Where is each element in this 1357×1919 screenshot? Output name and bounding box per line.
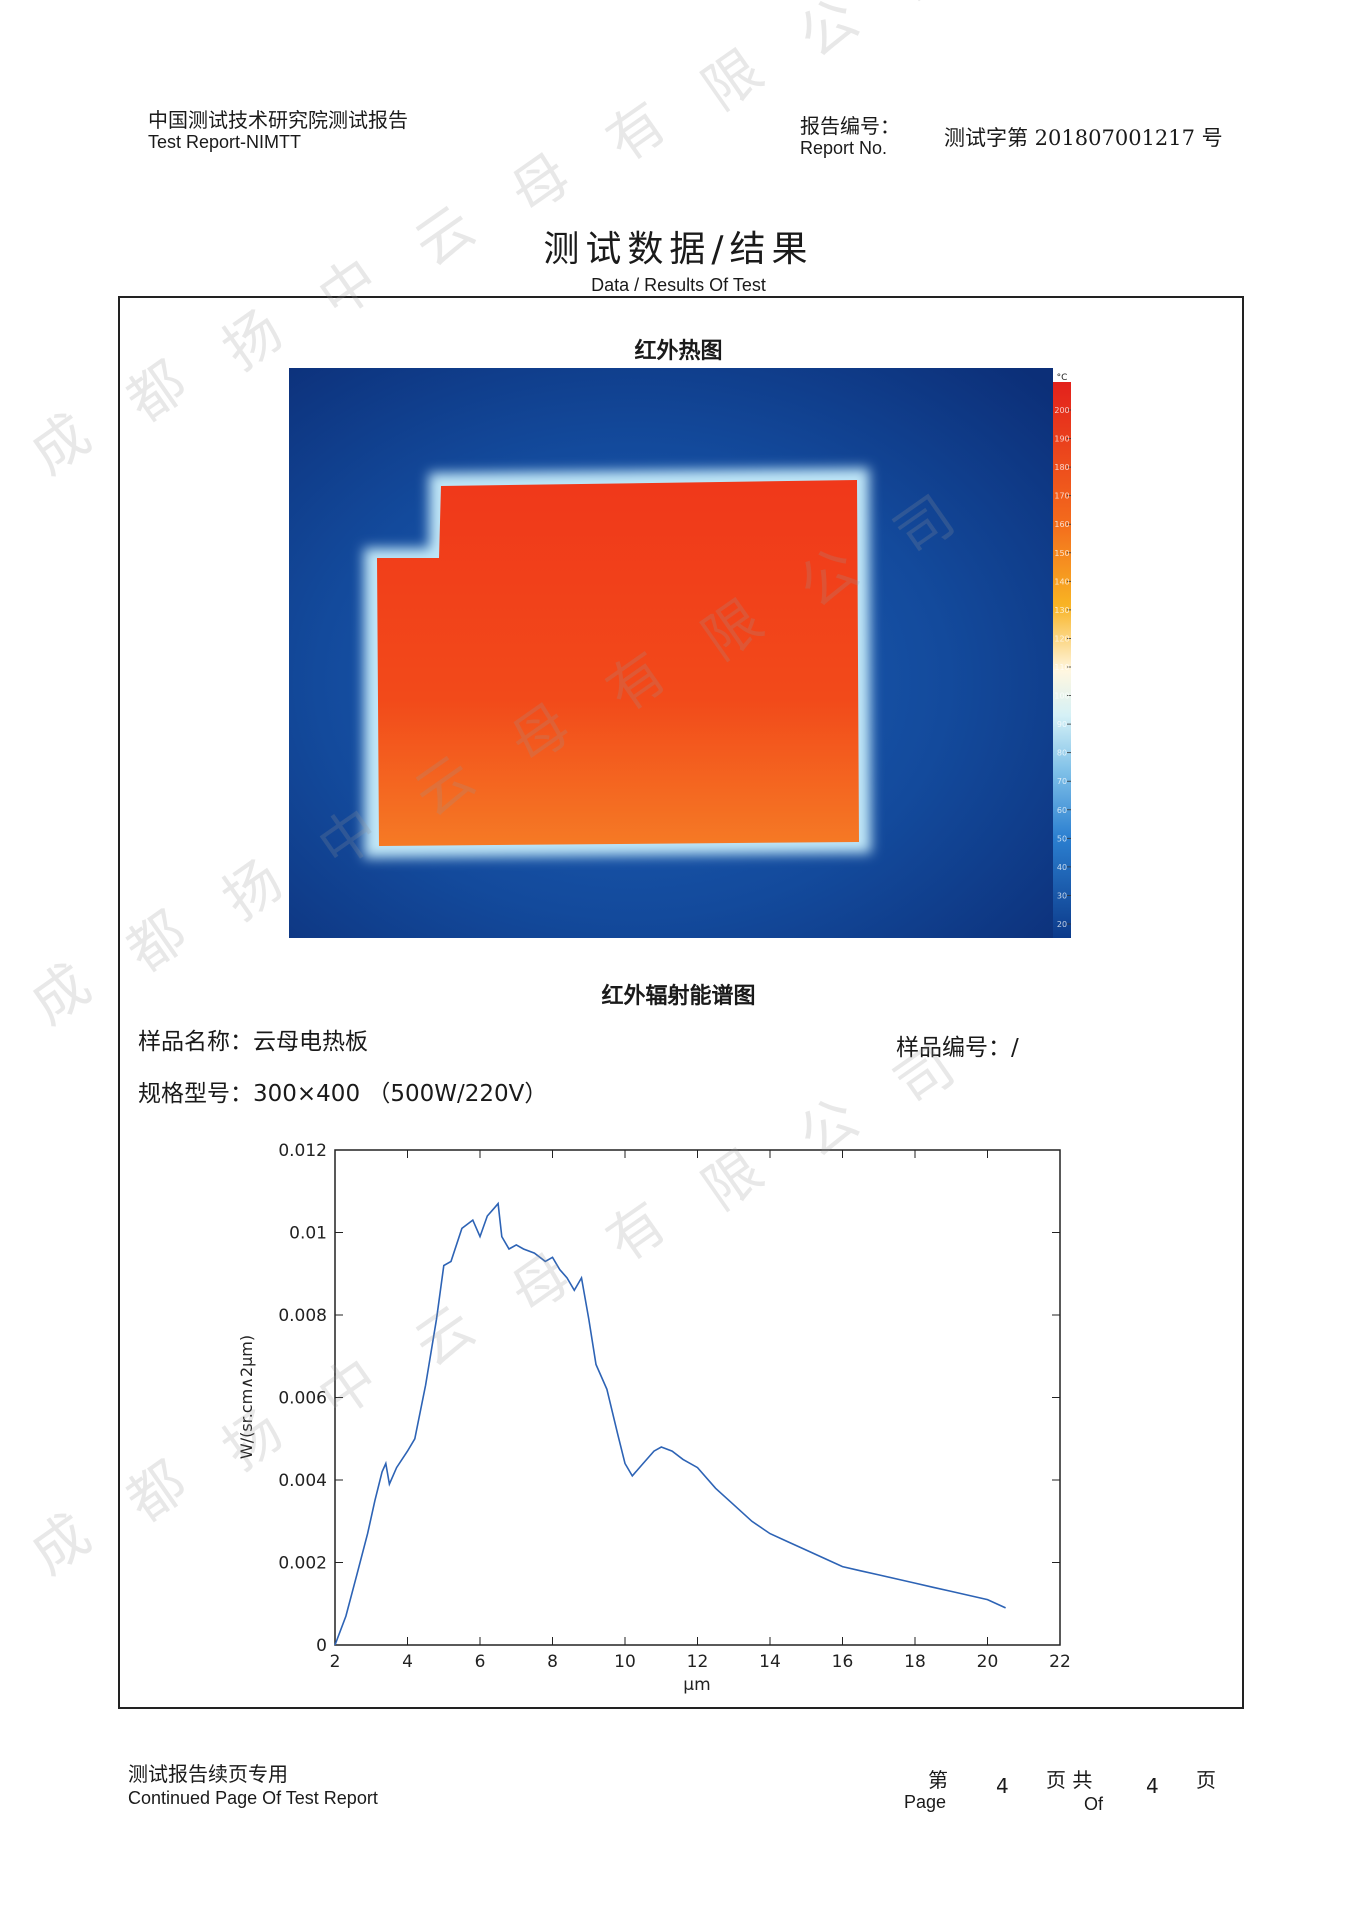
report-no-value: 测试字第 201807001217 号 xyxy=(944,126,1223,150)
sample-id-value: / xyxy=(1011,1035,1019,1061)
watermark-char: 成 xyxy=(19,1501,103,1588)
sample-name: 样品名称：云母电热板 xyxy=(138,1022,368,1056)
y-tick-label: 0.008 xyxy=(278,1306,327,1326)
watermark-char: 成 xyxy=(19,401,103,488)
color-scale-tick-label: 30 xyxy=(1057,891,1067,900)
x-tick-label: 8 xyxy=(547,1652,558,1672)
x-tick-label: 22 xyxy=(1049,1652,1071,1672)
spectrum-title: 红外辐射能谱图 xyxy=(601,984,756,1009)
total-pages: 4 xyxy=(1146,1774,1159,1798)
y-tick-label: 0.002 xyxy=(278,1554,327,1574)
of-label-en: Of xyxy=(1084,1794,1104,1814)
results-frame xyxy=(118,296,1244,1709)
spectrum-series-line xyxy=(334,1201,1006,1646)
x-tick-label: 20 xyxy=(977,1652,999,1672)
color-scale-tick-label: 100 xyxy=(1054,692,1069,701)
sample-model: 规格型号：300×400 （500W/220V） xyxy=(138,1074,547,1108)
watermark-char: 公 xyxy=(787,0,871,72)
page-label-cn: 第 xyxy=(928,1768,948,1792)
x-tick-label: 2 xyxy=(330,1652,341,1672)
sample-model-value: 300×400 （500W/220V） xyxy=(253,1081,548,1107)
color-scale-tick-label: 80 xyxy=(1057,749,1067,758)
x-tick-label: 16 xyxy=(832,1652,854,1672)
color-scale-tick-label: 170 xyxy=(1054,492,1069,501)
y-tick-label: 0.004 xyxy=(278,1471,327,1491)
thermal-image: °C 200 190 180 170 160 150 140 130 120 110 100 90 80… xyxy=(289,368,1071,938)
sample-model-label: 规格型号： xyxy=(138,1081,253,1107)
color-scale-tick-label: 140 xyxy=(1054,577,1069,586)
report-org-cn: 中国测试技术研究院测试报告 xyxy=(148,108,408,132)
x-tick-label: 14 xyxy=(759,1652,781,1672)
x-tick-label: 18 xyxy=(904,1652,926,1672)
thermal-hot-plate xyxy=(377,480,859,846)
thermal-title: 红外热图 xyxy=(634,339,723,364)
color-scale-tick-label: 90 xyxy=(1057,720,1067,729)
color-scale-tick-label: 200 xyxy=(1054,406,1069,415)
color-scale-tick-label: 40 xyxy=(1057,863,1067,872)
of-label-cn: 页 共 xyxy=(1046,1768,1093,1792)
color-scale-unit: °C xyxy=(1057,373,1068,383)
color-scale-bar xyxy=(1053,382,1071,938)
x-axis-ticks: 2 4 6 8 10 12 14 16 18 20 22 xyxy=(330,1150,1071,1672)
sample-name-label: 样品名称： xyxy=(138,1029,253,1055)
sample-name-value: 云母电热板 xyxy=(253,1029,368,1055)
color-scale-ticks: 200 190 180 170 160 150 140 130 120 110 100 90 80 70 6… xyxy=(1054,406,1071,929)
report-no-label-cn: 报告编号： xyxy=(800,114,900,138)
sample-id: 样品编号：/ xyxy=(896,1028,1019,1062)
sample-id-label: 样品编号： xyxy=(896,1035,1011,1061)
y-axis-ticks: 0 0.002 0.004 0.006 0.008 0.01 0.012 xyxy=(278,1141,1060,1656)
watermark-char: 母 xyxy=(499,141,583,228)
x-tick-label: 10 xyxy=(614,1652,636,1672)
x-tick-label: 6 xyxy=(475,1652,486,1672)
report-no-label-en: Report No. xyxy=(800,138,888,158)
y-tick-label: 0 xyxy=(316,1636,327,1656)
color-scale-tick-label: 130 xyxy=(1054,606,1069,615)
y-tick-label: 0.006 xyxy=(278,1389,327,1409)
watermark-char: 有 xyxy=(595,89,679,176)
page-title: 测试数据/结果 xyxy=(543,229,814,270)
end-label-cn: 页 xyxy=(1196,1768,1216,1792)
x-axis-label: μm xyxy=(683,1675,710,1695)
color-scale-tick-label: 190 xyxy=(1054,435,1069,444)
page-label-en: Page xyxy=(904,1792,947,1812)
color-scale-tick-label: 180 xyxy=(1054,463,1069,472)
watermark-char: 限 xyxy=(691,37,775,124)
color-scale-tick-label: 70 xyxy=(1057,777,1067,786)
footer-en: Continued Page Of Test Report xyxy=(128,1788,378,1808)
page-subtitle: Data / Results Of Test xyxy=(591,275,766,295)
plot-area xyxy=(334,1149,1061,1646)
x-tick-label: 4 xyxy=(402,1652,413,1672)
footer-cn: 测试报告续页专用 xyxy=(128,1762,288,1786)
y-axis-label: W/(sr.cm∧2μm) xyxy=(237,1335,256,1459)
color-scale-tick-label: 20 xyxy=(1057,920,1067,929)
color-scale-tick-label: 160 xyxy=(1054,520,1069,529)
report-org-en: Test Report-NIMTT xyxy=(148,132,302,152)
spectrum-chart: 0 0.002 0.004 0.006 0.008 0.01 0.012 2 4 6 8 10 12 1… xyxy=(237,1141,1071,1695)
color-scale-tick-label: 60 xyxy=(1057,806,1067,815)
color-scale-tick-label: 150 xyxy=(1054,549,1069,558)
color-scale-tick-label: 120 xyxy=(1054,634,1069,643)
watermark-char: 司 xyxy=(876,0,968,22)
page-number: 4 xyxy=(996,1774,1009,1798)
color-scale-tick-label: 110 xyxy=(1054,663,1069,672)
x-tick-label: 12 xyxy=(687,1652,709,1672)
color-scale-tick-label: 50 xyxy=(1057,834,1067,843)
y-tick-label: 0.01 xyxy=(289,1224,327,1244)
y-tick-label: 0.012 xyxy=(278,1141,327,1161)
